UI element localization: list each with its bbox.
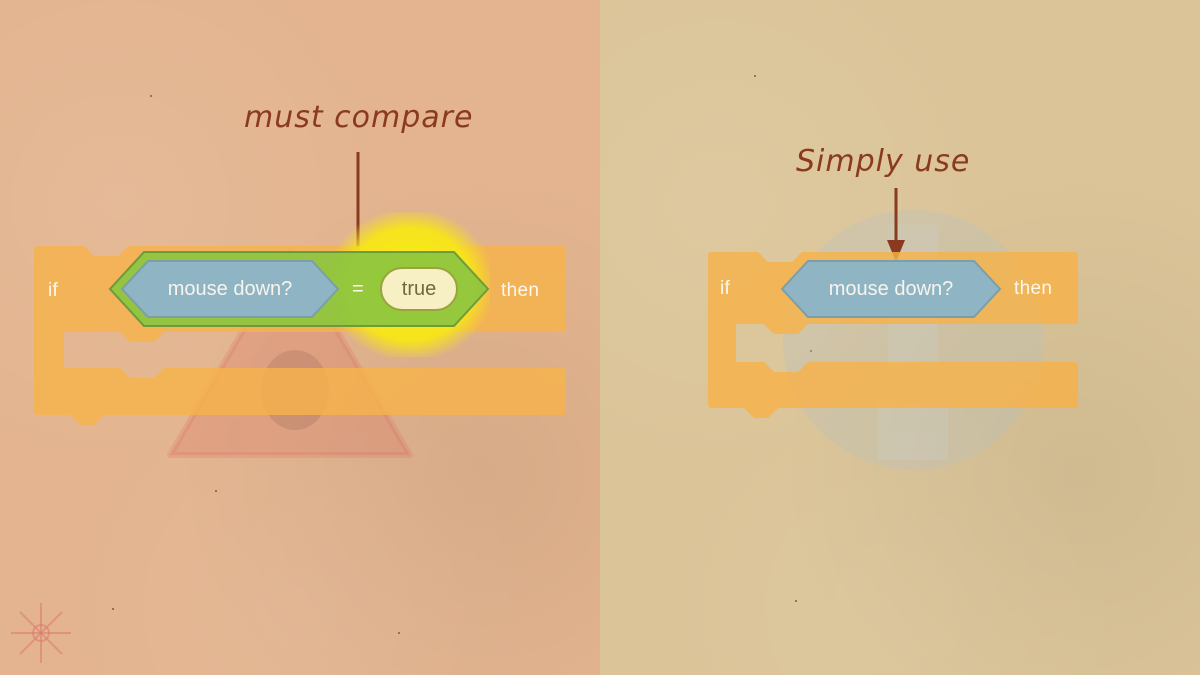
paper-speck xyxy=(398,632,400,634)
sensing-hexagon xyxy=(780,260,1002,318)
mouse-down-label: mouse down? xyxy=(828,277,954,300)
sensing-hexagon xyxy=(120,260,340,318)
paper-texture xyxy=(0,0,600,675)
if-keyword: if xyxy=(48,280,59,301)
annotation-simply-use: Simply use xyxy=(796,144,971,179)
then-keyword: then xyxy=(1014,278,1053,299)
mouse-down-sensing-block-left[interactable]: mouse down? xyxy=(120,259,340,319)
if-keyword: if xyxy=(720,278,731,299)
paper-texture xyxy=(600,0,1200,675)
paper-speck xyxy=(795,600,797,602)
paper-speck xyxy=(215,490,217,492)
true-value-input[interactable]: true xyxy=(380,267,458,311)
annotation-must-compare: must compare xyxy=(244,100,474,135)
paper-speck xyxy=(810,350,812,352)
left-panel: must compare xyxy=(0,0,600,675)
mouse-down-sensing-block-right[interactable]: mouse down? xyxy=(780,259,1002,319)
snowflake-icon xyxy=(11,603,71,663)
mouse-down-label: mouse down? xyxy=(167,277,293,300)
then-keyword: then xyxy=(501,280,540,301)
equals-sign: = xyxy=(352,278,364,300)
paper-speck xyxy=(754,75,756,77)
paper-speck xyxy=(112,608,114,610)
paper-speck xyxy=(150,95,152,97)
arrow-down-icon xyxy=(887,188,905,262)
